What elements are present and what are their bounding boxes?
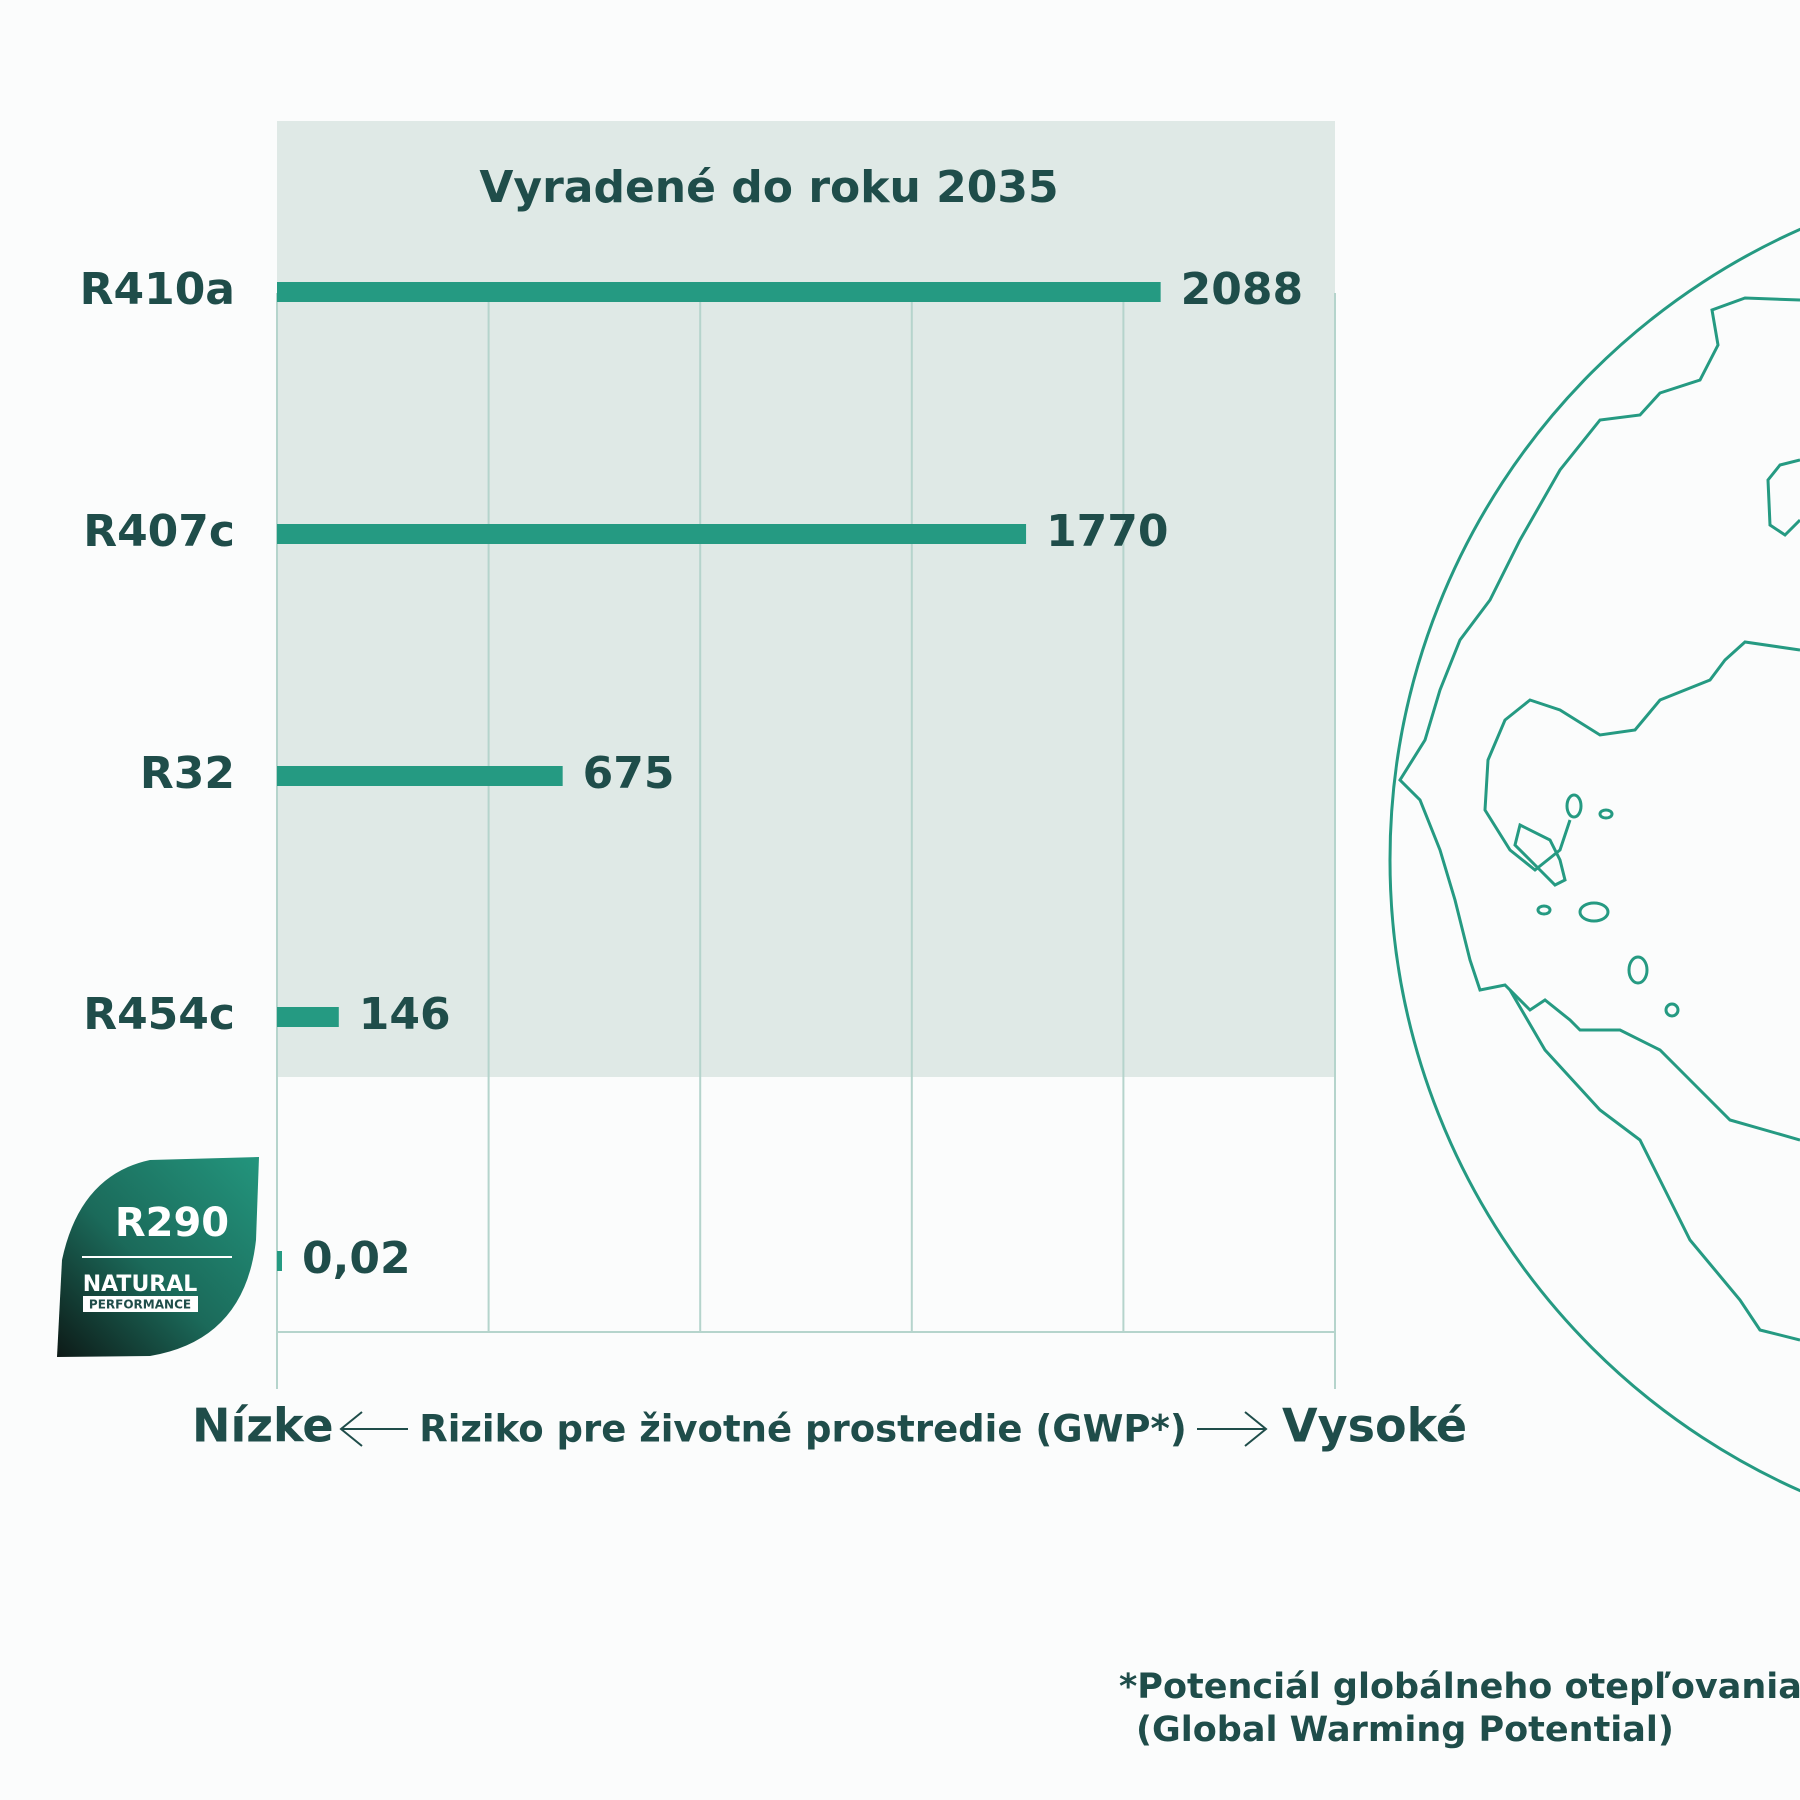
bar	[277, 766, 563, 786]
bar	[277, 1007, 339, 1027]
value-label: 2088	[1181, 264, 1303, 315]
value-label: 675	[583, 748, 675, 799]
globe	[1388, 227, 1800, 1493]
x-label-low: Nízke	[192, 1399, 334, 1453]
x-axis-title: Riziko pre životné prostredie (GWP*)	[419, 1408, 1187, 1451]
bar	[277, 524, 1027, 544]
y-tick-label: R410a	[80, 264, 235, 315]
badge-category: R290	[115, 1200, 229, 1246]
x-label-high: Vysoké	[1282, 1399, 1467, 1453]
arrow-low-head	[339, 1411, 363, 1447]
value-label: 146	[359, 989, 451, 1040]
arrow-high-head	[1244, 1411, 1268, 1447]
y-tick-label: R407c	[83, 506, 235, 557]
y-tick-label: R454c	[83, 989, 235, 1040]
chart-title: Vyradené do roku 2035	[479, 162, 1058, 213]
footnote-line: (Global Warming Potential)	[1136, 1710, 1674, 1750]
badge-box	[83, 1296, 198, 1312]
badge-line2: PERFORMANCE	[89, 1298, 191, 1312]
y-tick-label: R32	[140, 748, 235, 799]
bar	[277, 1251, 282, 1271]
badge: R290 NATURAL PERFORMANCE	[57, 1157, 259, 1357]
footnote-line: *Potenciál globálneho otepľovania	[1119, 1667, 1800, 1707]
phase-out-zone	[277, 121, 1335, 1077]
value-label: 1770	[1046, 506, 1168, 557]
badge-line1: NATURAL	[83, 1272, 198, 1297]
value-label: 0,02	[302, 1233, 411, 1284]
bar	[277, 282, 1161, 302]
